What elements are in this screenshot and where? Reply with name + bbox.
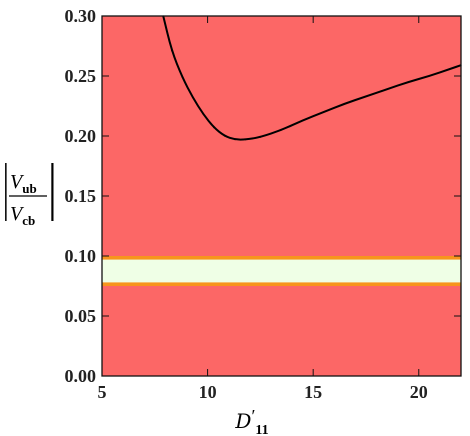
series-point xyxy=(192,97,194,99)
y-axis-label-right-bar: | xyxy=(48,150,57,221)
series-point xyxy=(181,76,183,78)
series-point xyxy=(428,75,430,77)
region-excluded xyxy=(102,16,461,376)
series-point xyxy=(302,119,304,121)
series-point xyxy=(449,68,452,70)
y-axis-label-numerator-sub: ub xyxy=(22,181,36,196)
x-tick-label: 20 xyxy=(410,382,428,402)
y-axis-ticks: 0.00 0.05 0.10 0.15 0.20 0.25 0.30 xyxy=(65,6,461,386)
y-tick-label: 0.15 xyxy=(65,186,97,206)
series-point xyxy=(323,111,325,113)
x-tick-label: 15 xyxy=(304,382,322,402)
series-point xyxy=(386,88,388,90)
y-tick-label: 0.10 xyxy=(65,246,97,266)
y-tick-label: 0.00 xyxy=(65,366,97,386)
y-axis-label-numerator: Vub xyxy=(10,171,37,196)
series-point xyxy=(171,50,173,52)
series-point xyxy=(280,129,283,131)
x-axis-label-subscript: 11 xyxy=(255,423,268,436)
y-axis-label-left-bar: | xyxy=(3,150,9,221)
series-point xyxy=(365,95,367,97)
y-axis-label: | Vub Vcb | xyxy=(3,150,57,228)
y-tick-label: 0.30 xyxy=(65,6,97,26)
shaded-regions xyxy=(102,16,461,376)
x-axis-label-prime: ′ xyxy=(251,406,255,426)
y-axis-label-denominator: Vcb xyxy=(10,203,35,228)
series-point xyxy=(344,103,346,105)
series-point xyxy=(259,136,261,138)
y-tick-label: 0.25 xyxy=(65,66,97,86)
x-tick-label: 10 xyxy=(199,382,217,402)
y-axis-label-denominator-sub: cb xyxy=(22,213,35,228)
y-axis-label-numerator-symbol: V xyxy=(10,171,25,193)
series-point xyxy=(407,81,409,83)
y-tick-label: 0.20 xyxy=(65,126,97,146)
series-point xyxy=(213,127,215,129)
x-axis-label: D′11 xyxy=(234,406,268,436)
x-axis-label-symbol: D xyxy=(234,409,251,433)
x-tick-label: 5 xyxy=(98,382,107,402)
y-axis-label-denominator-symbol: V xyxy=(10,203,25,225)
series-point xyxy=(245,139,247,141)
region-inner-band xyxy=(102,259,461,283)
series-line-0 xyxy=(162,15,462,141)
x-axis-ticks: 5 10 15 20 xyxy=(98,16,428,402)
y-tick-label: 0.05 xyxy=(65,306,97,326)
series-point xyxy=(223,135,226,137)
series-point xyxy=(202,113,204,115)
series-point xyxy=(234,139,236,141)
